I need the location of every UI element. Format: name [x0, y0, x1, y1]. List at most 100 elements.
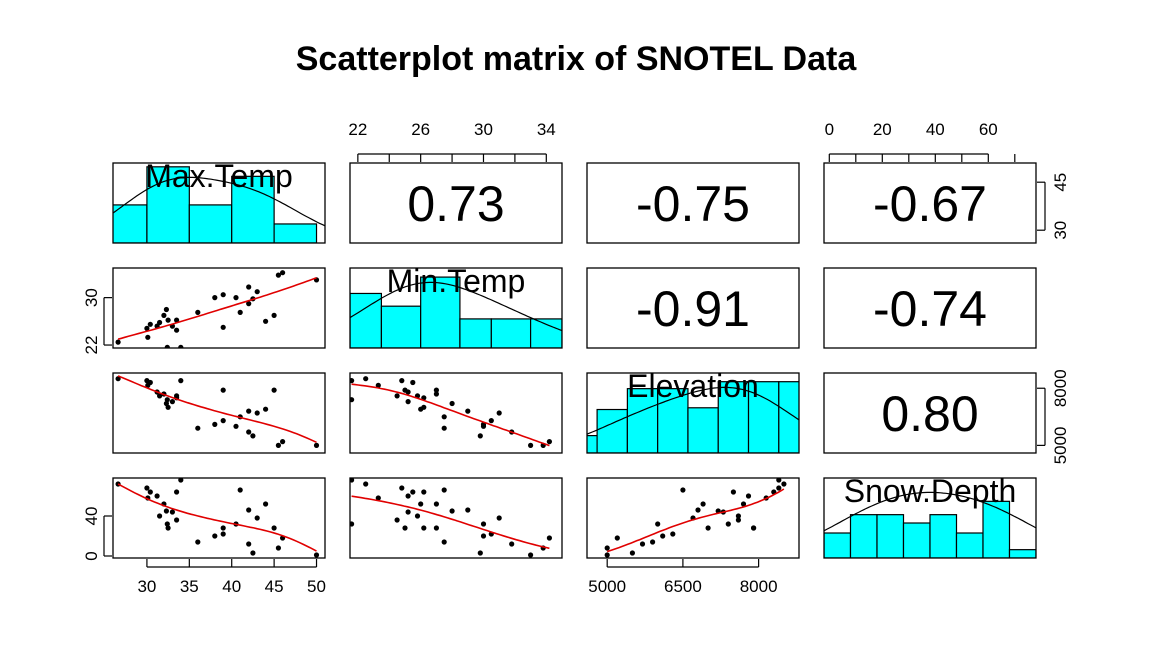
panel-0-3: -0.67	[823, 162, 1037, 244]
panel-2-0	[112, 372, 326, 454]
panel-border-2-2	[586, 372, 800, 454]
tick-label-left-1-30: 30	[82, 288, 101, 307]
point-2-0-10	[169, 399, 175, 405]
point-3-1-10	[405, 509, 411, 515]
tick-label-bottom-2-8000: 8000	[740, 577, 778, 596]
density-curve-0	[113, 176, 325, 227]
panel-2-2: Elevation	[586, 368, 800, 454]
density-curve-3	[824, 491, 1036, 532]
tick-label-right-0-45: 45	[1051, 173, 1070, 192]
point-3-1-6	[433, 501, 439, 507]
point-3-2-27	[614, 535, 620, 541]
point-3-2-8	[725, 521, 731, 527]
corr-value-2-3: 0.80	[881, 386, 978, 442]
point-2-1-13	[350, 378, 355, 384]
panel-2-1	[349, 372, 563, 454]
hist-bar-3-3	[902, 522, 931, 558]
point-2-1-11	[394, 393, 400, 399]
point-3-2-11	[735, 517, 742, 523]
point-1-0-3	[147, 321, 153, 327]
var-label-0: Max.Temp	[145, 158, 293, 194]
tick-label-bottom-0-40: 40	[222, 577, 241, 596]
point-2-1-10	[405, 399, 411, 405]
point-2-0-0	[115, 376, 121, 382]
hist-bar-3-6	[982, 500, 1011, 558]
hist-bar-0-0	[113, 204, 148, 243]
point-3-0-16	[220, 525, 226, 531]
point-2-0-21	[246, 429, 252, 435]
panel-border-0-0	[112, 162, 326, 244]
corr-value-0-1: 0.73	[407, 176, 504, 232]
axes: 22 26 30 34 0 20 40 60 30 35 40 45 50 5000 6500 8000 22 3…	[82, 120, 1070, 596]
point-3-0-7	[163, 508, 169, 514]
tick-label-bottom-0-35: 35	[180, 577, 199, 596]
hist-bar-0-2	[188, 204, 233, 243]
hist-bar-3-2	[876, 514, 905, 558]
tick-label-top-3-20: 20	[873, 120, 892, 139]
point-3-0-22	[250, 550, 256, 556]
hist-bar-3-1	[849, 514, 878, 558]
tick-label-bottom-2-5000: 5000	[588, 577, 626, 596]
point-3-1-7	[449, 508, 455, 514]
point-3-1-3	[410, 489, 416, 495]
point-3-0-21	[246, 541, 252, 547]
tick-label-bottom-0-50: 50	[307, 577, 326, 596]
point-3-1-16	[402, 525, 408, 531]
point-3-2-5	[735, 513, 742, 519]
smooth-line-3-2	[606, 488, 785, 553]
tick-label-top-1-26: 26	[411, 120, 430, 139]
tick-label-left-3-40: 40	[82, 507, 101, 526]
panel-0-0: Max.Temp	[112, 158, 326, 244]
panel-0-2: -0.75	[586, 162, 800, 244]
point-3-0-10	[169, 509, 175, 515]
point-3-0-1	[144, 485, 150, 491]
tick-label-top-1-34: 34	[537, 120, 556, 139]
corr-value-0-3: -0.67	[873, 176, 987, 232]
point-3-2-12	[730, 489, 737, 495]
point-1-0-26	[275, 272, 281, 278]
point-3-1-20	[465, 507, 471, 513]
point-1-0-17	[220, 292, 226, 298]
smooth-line-2-0	[117, 375, 317, 444]
point-2-0-9	[165, 404, 171, 410]
panel-1-3: -0.74	[823, 267, 1037, 349]
point-2-0-5	[157, 393, 163, 399]
var-label-1: Min.Temp	[387, 263, 526, 299]
panel-1-2: -0.91	[586, 267, 800, 349]
point-1-0-8	[164, 344, 170, 348]
hist-bar-3-0	[824, 532, 852, 558]
point-3-2-21	[639, 541, 646, 547]
panel-border-3-0	[112, 477, 326, 559]
point-3-1-14	[441, 539, 447, 545]
panel-border-1-3	[823, 267, 1037, 349]
point-2-1-17	[488, 418, 494, 424]
var-label-3: Snow.Depth	[844, 473, 1017, 509]
point-1-0-0	[115, 339, 121, 345]
point-1-0-19	[237, 309, 243, 315]
point-3-2-6	[740, 501, 747, 507]
point-2-1-14	[441, 425, 447, 431]
point-3-1-12	[421, 489, 427, 495]
point-2-1-20	[465, 408, 471, 414]
chart-title: Scatterplot matrix of SNOTEL Data	[296, 40, 858, 78]
point-3-2-22	[629, 550, 636, 556]
point-2-1-23	[496, 410, 502, 416]
point-2-1-25	[433, 387, 439, 393]
point-3-2-20	[695, 507, 701, 513]
panel-3-3: Snow.Depth	[823, 473, 1037, 559]
point-3-0-15	[212, 533, 218, 539]
point-3-2-1	[776, 485, 782, 491]
point-2-1-1	[399, 378, 405, 384]
point-2-1-6	[433, 391, 439, 397]
point-3-1-15	[480, 533, 487, 539]
point-1-0-21	[246, 284, 252, 290]
point-3-1-25	[433, 525, 439, 531]
point-1-0-20	[246, 301, 252, 307]
panel-3-1	[349, 477, 563, 559]
hist-bar-1-0	[350, 292, 383, 348]
point-2-0-13	[178, 378, 184, 384]
point-3-2-25	[751, 525, 757, 531]
tick-label-left-1-22: 22	[82, 336, 101, 355]
point-1-0-18	[233, 295, 239, 301]
point-3-0-12	[174, 489, 180, 495]
